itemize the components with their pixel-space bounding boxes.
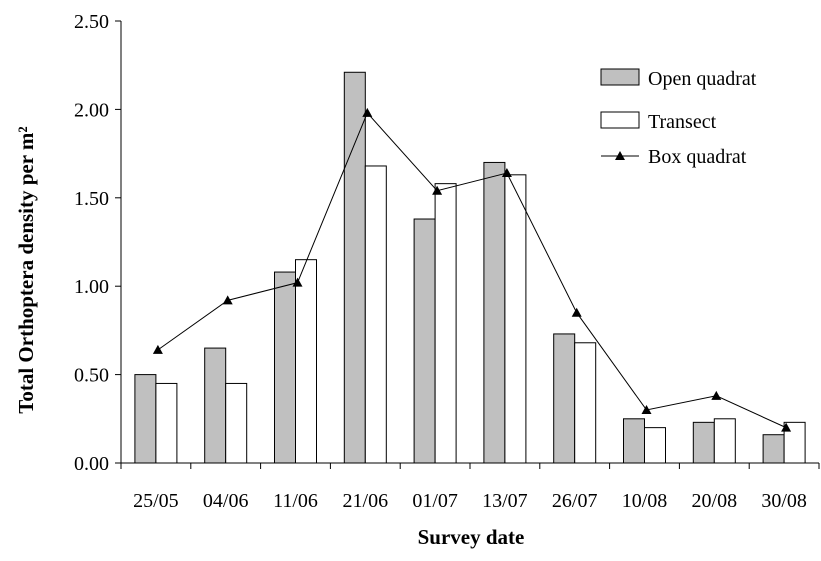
bar-transect	[155, 382, 178, 464]
bar-transect	[504, 174, 527, 464]
y-tick-label: 2.50	[74, 11, 109, 33]
line-series	[152, 107, 792, 432]
bar-transect	[434, 183, 457, 464]
y-tick-label: 2.00	[74, 99, 109, 121]
bar-transect	[295, 259, 317, 464]
bar-transect	[713, 418, 736, 464]
legend-marker-box-quadrat	[615, 151, 625, 160]
legend-label-transect: Transect	[648, 111, 717, 133]
bar-transect	[783, 421, 806, 464]
bar-transect	[225, 382, 248, 464]
bars	[134, 71, 806, 464]
point-box-quadrat	[222, 295, 233, 305]
x-tick-label: 04/06	[203, 490, 249, 512]
x-tick-label: 26/07	[552, 490, 598, 512]
bar-open-quadrat	[134, 374, 157, 464]
point-box-quadrat	[641, 404, 652, 414]
bar-open-quadrat	[343, 71, 366, 464]
x-tick-label: 01/07	[412, 490, 458, 512]
bar-open-quadrat	[623, 418, 645, 464]
bar-open-quadrat	[692, 421, 715, 464]
y-tick-label: 0.00	[74, 453, 109, 475]
x-axis-title: Survey date	[418, 525, 525, 549]
y-tick-labels: 0.00 0.50 1.00 1.50 2.00 2.50	[74, 11, 109, 475]
point-box-quadrat	[432, 185, 443, 195]
bar-open-quadrat	[483, 161, 506, 464]
legend-swatch-open-quadrat	[600, 68, 640, 86]
point-box-quadrat	[711, 390, 722, 400]
bar-transect	[574, 342, 597, 464]
x-tick-label: 13/07	[482, 490, 528, 512]
bar-open-quadrat	[413, 218, 436, 464]
legend-label-open-quadrat: Open quadrat	[648, 68, 757, 90]
legend-swatch-transect	[600, 111, 640, 129]
point-box-quadrat	[571, 307, 582, 317]
x-tick-label: 11/06	[273, 490, 318, 512]
bar-open-quadrat	[762, 434, 785, 464]
x-tick-label: 20/08	[692, 490, 738, 512]
y-axis-title: Total Orthoptera density per m²	[14, 126, 38, 413]
point-box-quadrat	[781, 422, 792, 432]
bar-transect	[644, 427, 666, 464]
point-box-quadrat	[362, 107, 373, 117]
x-tick-label: 30/08	[761, 490, 807, 512]
line-box-quadrat	[157, 112, 787, 429]
bar-open-quadrat	[553, 333, 576, 464]
y-tick-label: 0.50	[74, 365, 109, 387]
point-box-quadrat	[501, 168, 512, 178]
point-box-quadrat	[152, 344, 163, 354]
x-tick-label: 10/08	[622, 490, 668, 512]
point-box-quadrat	[292, 277, 303, 287]
x-tick-label: 21/06	[343, 490, 389, 512]
y-tick-label: 1.50	[74, 188, 109, 210]
legend: Open quadrat Transect Box quadrat	[600, 68, 757, 168]
x-tick-labels: 25/05 04/06 11/06 21/06 01/07 13/07 26/07 10/08…	[133, 490, 807, 512]
bar-open-quadrat	[274, 271, 296, 464]
legend-label-box-quadrat: Box quadrat	[648, 146, 747, 168]
x-tick-label: 25/05	[133, 490, 179, 512]
bar-open-quadrat	[204, 347, 227, 464]
bar-transect	[364, 165, 387, 464]
y-tick-label: 1.00	[74, 276, 109, 298]
